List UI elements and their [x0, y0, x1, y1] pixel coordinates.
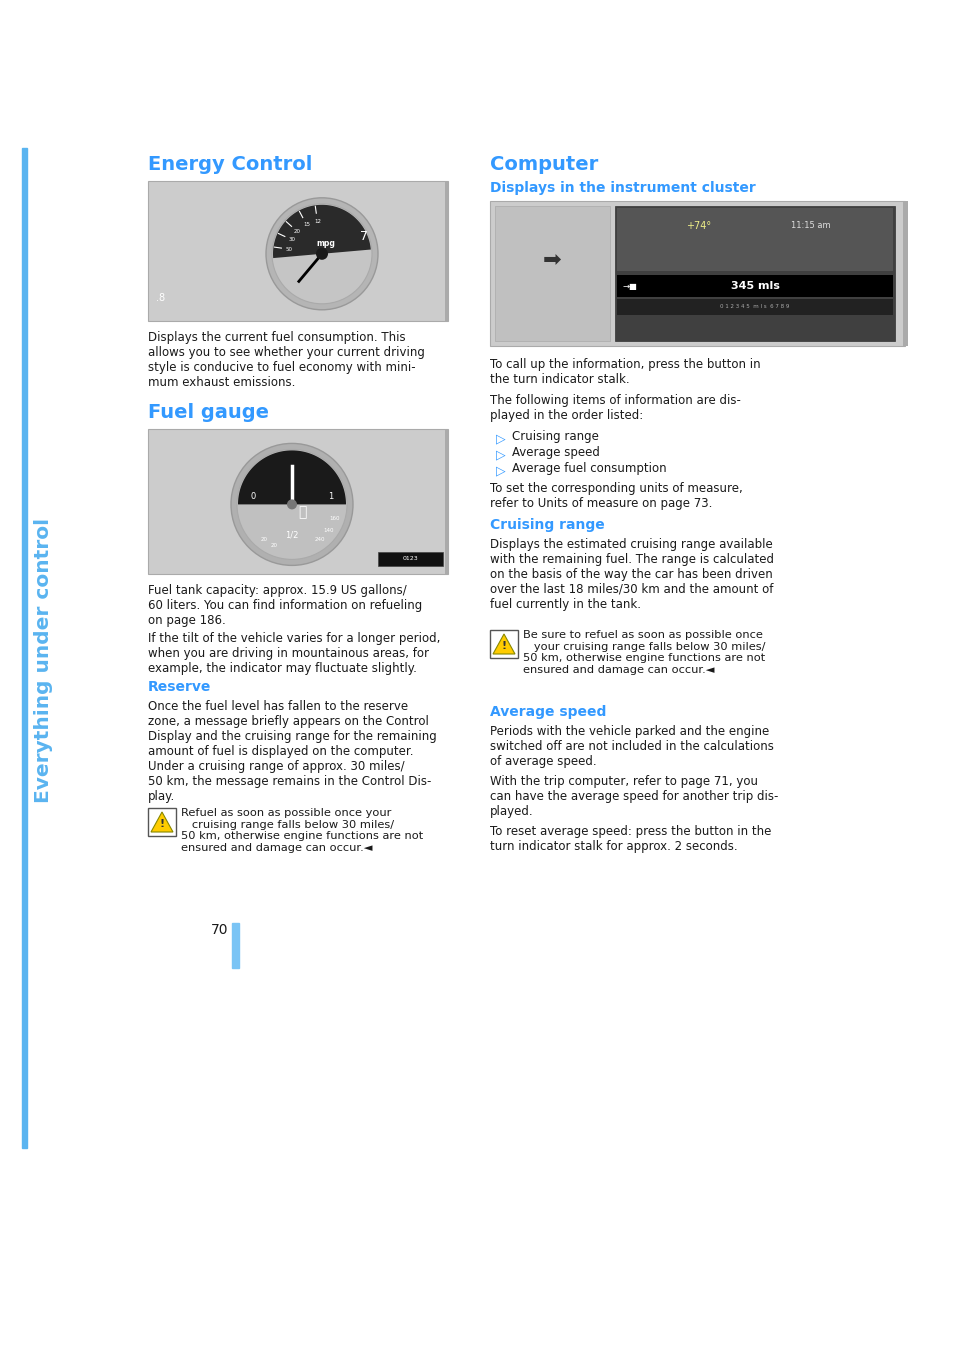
Text: Average speed: Average speed	[490, 705, 606, 719]
Text: To set the corresponding units of measure,
refer to Units of measure on page 73.: To set the corresponding units of measur…	[490, 482, 742, 509]
Text: The following items of information are dis-
played in the order listed:: The following items of information are d…	[490, 394, 740, 422]
Bar	[617, 276, 892, 297]
Text: 12: 12	[314, 219, 320, 224]
Bar	[148, 181, 448, 322]
Text: →■: →■	[622, 281, 638, 290]
Text: 1/2: 1/2	[285, 530, 298, 539]
Text: With the trip computer, refer to page 71, you
can have the average speed for ano: With the trip computer, refer to page 71…	[490, 775, 778, 817]
Polygon shape	[273, 205, 371, 258]
Bar	[22, 149, 27, 1148]
Text: ▷: ▷	[496, 463, 505, 477]
Text: ➡: ➡	[542, 250, 561, 270]
Text: 160: 160	[329, 516, 339, 520]
Text: 345 mls: 345 mls	[730, 281, 779, 290]
Text: Everything under control: Everything under control	[34, 517, 53, 802]
Text: 20: 20	[271, 543, 277, 549]
Text: Refuel as soon as possible once your
   cruising range falls below 30 miles/
50 : Refuel as soon as possible once your cru…	[181, 808, 423, 852]
Text: Cruising range: Cruising range	[490, 517, 604, 532]
Bar	[232, 923, 239, 969]
Text: To reset average speed: press the button in the
turn indicator stalk for approx.: To reset average speed: press the button…	[490, 825, 771, 852]
Bar	[495, 205, 609, 340]
Bar	[617, 299, 892, 315]
Bar	[444, 181, 448, 322]
Polygon shape	[237, 450, 346, 504]
Text: .8: .8	[156, 293, 165, 303]
Bar	[377, 553, 442, 566]
Circle shape	[236, 450, 347, 559]
Text: 70: 70	[211, 923, 229, 938]
Text: !: !	[501, 640, 506, 651]
Bar	[490, 201, 904, 346]
Text: Displays the estimated cruising range available
with the remaining fuel. The ran: Displays the estimated cruising range av…	[490, 538, 773, 611]
Text: 1: 1	[328, 492, 334, 501]
Text: Reserve: Reserve	[148, 680, 212, 694]
Text: To call up the information, press the button in
the turn indicator stalk.: To call up the information, press the bu…	[490, 358, 760, 386]
Bar	[617, 208, 892, 272]
Text: Be sure to refuel as soon as possible once
   your cruising range falls below 30: Be sure to refuel as soon as possible on…	[522, 630, 764, 674]
Text: Average speed: Average speed	[512, 446, 599, 459]
Text: 20: 20	[294, 230, 300, 234]
Text: 0 1 2 3 4 5  m l s  6 7 8 9: 0 1 2 3 4 5 m l s 6 7 8 9	[720, 304, 789, 309]
Text: +74°: +74°	[686, 222, 711, 231]
Bar	[902, 201, 907, 346]
Circle shape	[231, 443, 353, 566]
Text: Cruising range: Cruising range	[512, 430, 598, 443]
Text: Displays in the instrument cluster: Displays in the instrument cluster	[490, 181, 755, 195]
Text: Energy Control: Energy Control	[148, 155, 312, 174]
Bar	[148, 430, 448, 574]
Text: Once the fuel level has fallen to the reserve
zone, a message briefly appears on: Once the fuel level has fallen to the re…	[148, 700, 436, 802]
Text: 140: 140	[323, 528, 334, 532]
Text: Fuel gauge: Fuel gauge	[148, 403, 269, 422]
Text: 20: 20	[260, 538, 268, 542]
Circle shape	[315, 247, 328, 259]
Bar	[444, 430, 448, 574]
Text: Periods with the vehicle parked and the engine
switched off are not included in : Periods with the vehicle parked and the …	[490, 725, 773, 767]
Text: mpg: mpg	[316, 239, 335, 249]
Text: ▷: ▷	[496, 432, 505, 444]
Text: Fuel tank capacity: approx. 15.9 US gallons/
60 liters. You can find information: Fuel tank capacity: approx. 15.9 US gall…	[148, 584, 422, 627]
Bar	[148, 808, 175, 836]
Text: Computer: Computer	[490, 155, 598, 174]
Text: ⛽: ⛽	[297, 505, 306, 519]
Circle shape	[266, 197, 377, 309]
Bar	[615, 205, 894, 340]
Circle shape	[287, 500, 296, 509]
Text: 50: 50	[286, 247, 293, 251]
Text: !: !	[159, 819, 164, 830]
Circle shape	[272, 204, 372, 304]
Text: 0123: 0123	[402, 557, 418, 562]
Text: If the tilt of the vehicle varies for a longer period,
when you are driving in m: If the tilt of the vehicle varies for a …	[148, 632, 440, 676]
Polygon shape	[151, 812, 172, 832]
Text: 30: 30	[289, 238, 295, 242]
Text: 240: 240	[314, 538, 325, 542]
Polygon shape	[493, 634, 515, 654]
Text: ▷: ▷	[496, 449, 505, 461]
Bar	[490, 630, 517, 658]
Text: 15: 15	[303, 222, 310, 227]
Text: 11:15 am: 11:15 am	[790, 222, 830, 231]
Text: Average fuel consumption: Average fuel consumption	[512, 462, 666, 476]
Text: Displays the current fuel consumption. This
allows you to see whether your curre: Displays the current fuel consumption. T…	[148, 331, 424, 389]
Text: 7: 7	[359, 230, 368, 243]
Text: 0: 0	[250, 492, 255, 501]
